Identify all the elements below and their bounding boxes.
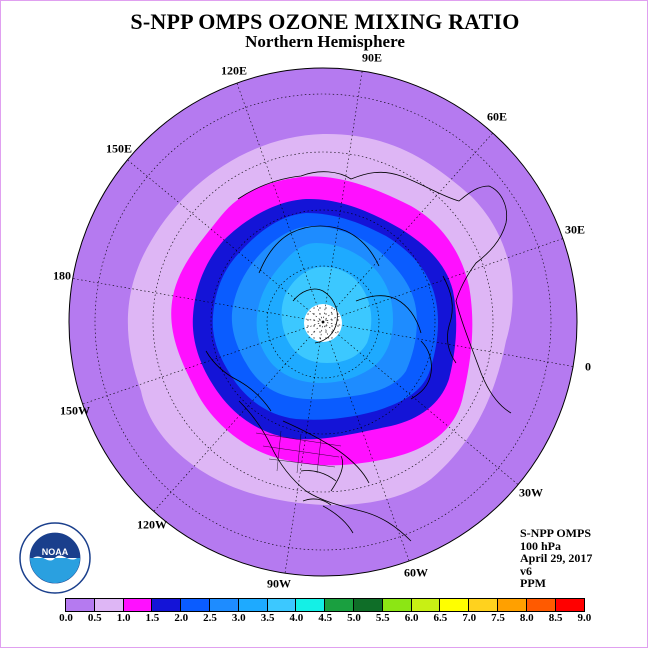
colorbar-tick: 2.5	[203, 612, 217, 624]
colorbar-tick: 4.0	[289, 612, 304, 624]
lon-label-0: 0	[585, 359, 591, 374]
colorbar-tick: 5.5	[375, 612, 390, 624]
colorbar-tick: 1.5	[145, 612, 160, 624]
colorbar-cell	[94, 599, 124, 611]
lon-label-120e: 120E	[220, 63, 248, 78]
colorbar-tick: 6.5	[433, 612, 448, 624]
lon-label-90e: 90E	[361, 50, 383, 65]
colorbar-tick: 6.0	[404, 612, 419, 624]
noaa-logo-text: NOAA	[42, 547, 69, 557]
lon-label-120w: 120W	[137, 517, 167, 532]
colorbar-tick: 4.5	[318, 612, 333, 624]
colorbar-cell	[382, 599, 412, 611]
colorbar-tick: 5.0	[347, 612, 361, 624]
map-title: S-NPP OMPS OZONE MIXING RATIO	[130, 9, 520, 34]
coastlines	[205, 171, 512, 542]
lon-label-30w: 30W	[519, 485, 543, 500]
map-subtitle: Northern Hemisphere	[245, 32, 405, 51]
info-level: 100 hPa	[520, 538, 562, 553]
longitude-lines	[69, 68, 577, 576]
colorbar-tick: 9.0	[577, 612, 592, 624]
lon-label-150e: 150E	[105, 141, 133, 156]
lon-label-180: 180	[53, 268, 71, 283]
info-block: S-NPP OMPS 100 hPa April 29, 2017 v6 PPM	[520, 527, 592, 590]
colorbar-cell	[526, 599, 556, 611]
colorbar-cell	[325, 599, 354, 611]
colorbar-cell	[353, 599, 383, 611]
colorbar-cell	[497, 599, 527, 611]
latitude-circles	[94, 93, 552, 551]
colorbar-tick: 7.0	[462, 612, 477, 624]
colorbar-cell	[555, 599, 585, 611]
colorbar-tick: 8.5	[548, 612, 563, 624]
info-units: PPM	[520, 576, 546, 590]
colorbar	[65, 598, 586, 612]
colorbar-cell	[411, 599, 441, 611]
colorbar-cell	[209, 599, 239, 611]
colorbar-cell	[296, 599, 326, 611]
colorbar-tick: 3.5	[260, 612, 275, 624]
colorbar-cell	[440, 599, 470, 611]
colorbar-cell	[152, 599, 182, 611]
info-date: April 29, 2017	[520, 551, 593, 565]
colorbar-cell	[469, 599, 498, 611]
colorbar-cell	[123, 599, 153, 611]
state-borders	[255, 430, 342, 474]
info-instrument: S-NPP OMPS	[520, 526, 591, 540]
colorbar-cell	[66, 599, 95, 611]
lon-label-60w: 60W	[404, 565, 428, 580]
colorbar-cell	[267, 599, 297, 611]
colorbar-tick: 8.0	[519, 612, 534, 624]
map-disk-outline	[68, 67, 578, 577]
lon-label-150w: 150W	[60, 403, 90, 418]
info-version: v6	[520, 563, 532, 578]
lon-label-90w: 90W	[267, 576, 291, 591]
colorbar-tick: 1.0	[116, 612, 131, 624]
colorbar-tick: 2.0	[174, 612, 189, 624]
lon-label-30e: 30E	[564, 222, 586, 237]
noaa-logo: NOAA	[19, 522, 91, 594]
colorbar-cell	[238, 599, 268, 611]
colorbar-tick: 3.0	[231, 612, 246, 624]
lon-label-60e: 60E	[486, 109, 508, 124]
colorbar-cell	[181, 599, 210, 611]
colorbar-tick: 0.0	[59, 612, 73, 624]
colorbar-tick: 7.5	[491, 612, 505, 624]
colorbar-tick: 0.5	[87, 612, 102, 624]
